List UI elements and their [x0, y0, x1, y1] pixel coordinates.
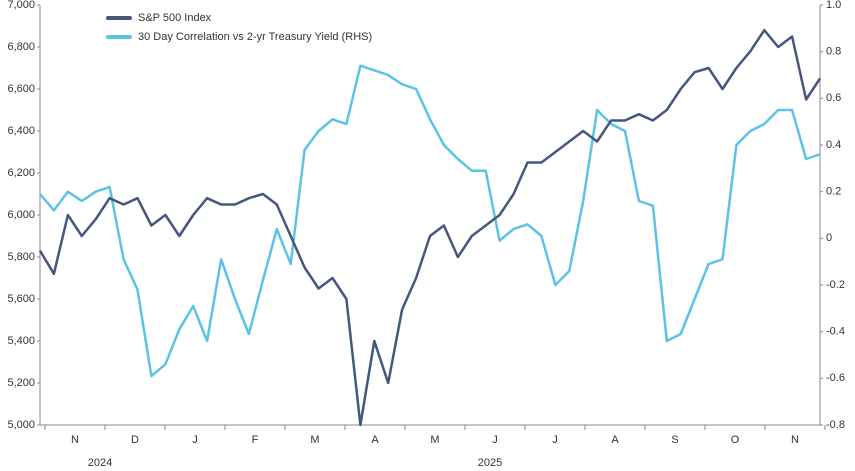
x-tick-label: D: [131, 434, 139, 446]
y-tick-label: 6,800: [7, 41, 35, 53]
y-tick-label: 6,000: [7, 209, 35, 221]
series-line: [38, 28, 822, 427]
y-tick-label: 5,200: [7, 377, 35, 389]
y2-tick-label: 0: [826, 232, 832, 244]
y2-tick-label: -0.6: [826, 372, 845, 384]
legend-label: S&P 500 Index: [138, 12, 212, 24]
x-tick-label: N: [71, 434, 79, 446]
y-tick-label: 5,800: [7, 251, 35, 263]
x-tick-label: A: [371, 434, 379, 446]
y2-tick-label: 0.6: [826, 92, 841, 104]
y-tick-label: 7,000: [7, 0, 35, 11]
x-group-label: 2025: [478, 457, 502, 469]
x-tick-label: S: [671, 434, 678, 446]
series-line: [39, 64, 821, 378]
x-tick-label: M: [310, 434, 319, 446]
x-tick-label: J: [192, 434, 198, 446]
y-tick-label: 5,600: [7, 293, 35, 305]
y-tick-label: 5,000: [7, 419, 35, 431]
x-group-label: 2024: [88, 457, 112, 469]
y2-tick-label: -0.2: [826, 279, 845, 291]
y-tick-label: 6,400: [7, 125, 35, 137]
x-tick-label: O: [731, 434, 740, 446]
legend-label: 30 Day Correlation vs 2-yr Treasury Yiel…: [138, 31, 372, 43]
y2-tick-label: 0.4: [826, 139, 841, 151]
x-tick-label: M: [430, 434, 439, 446]
x-tick-label: J: [492, 434, 498, 446]
y2-tick-label: -0.4: [826, 326, 845, 338]
x-tick-label: F: [252, 434, 259, 446]
y2-tick-label: -0.8: [826, 419, 845, 431]
y-tick-label: 6,600: [7, 83, 35, 95]
y-tick-label: 5,400: [7, 335, 35, 347]
y2-tick-label: 0.8: [826, 46, 841, 58]
x-tick-label: J: [552, 434, 558, 446]
x-tick-label: A: [611, 434, 619, 446]
y2-tick-label: 0.2: [826, 186, 841, 198]
x-tick-label: N: [791, 434, 799, 446]
y-tick-label: 6,200: [7, 167, 35, 179]
y2-tick-label: 1.0: [826, 0, 841, 11]
